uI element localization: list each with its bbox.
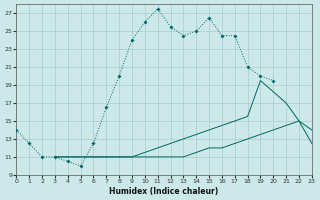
X-axis label: Humidex (Indice chaleur): Humidex (Indice chaleur) (109, 187, 219, 196)
